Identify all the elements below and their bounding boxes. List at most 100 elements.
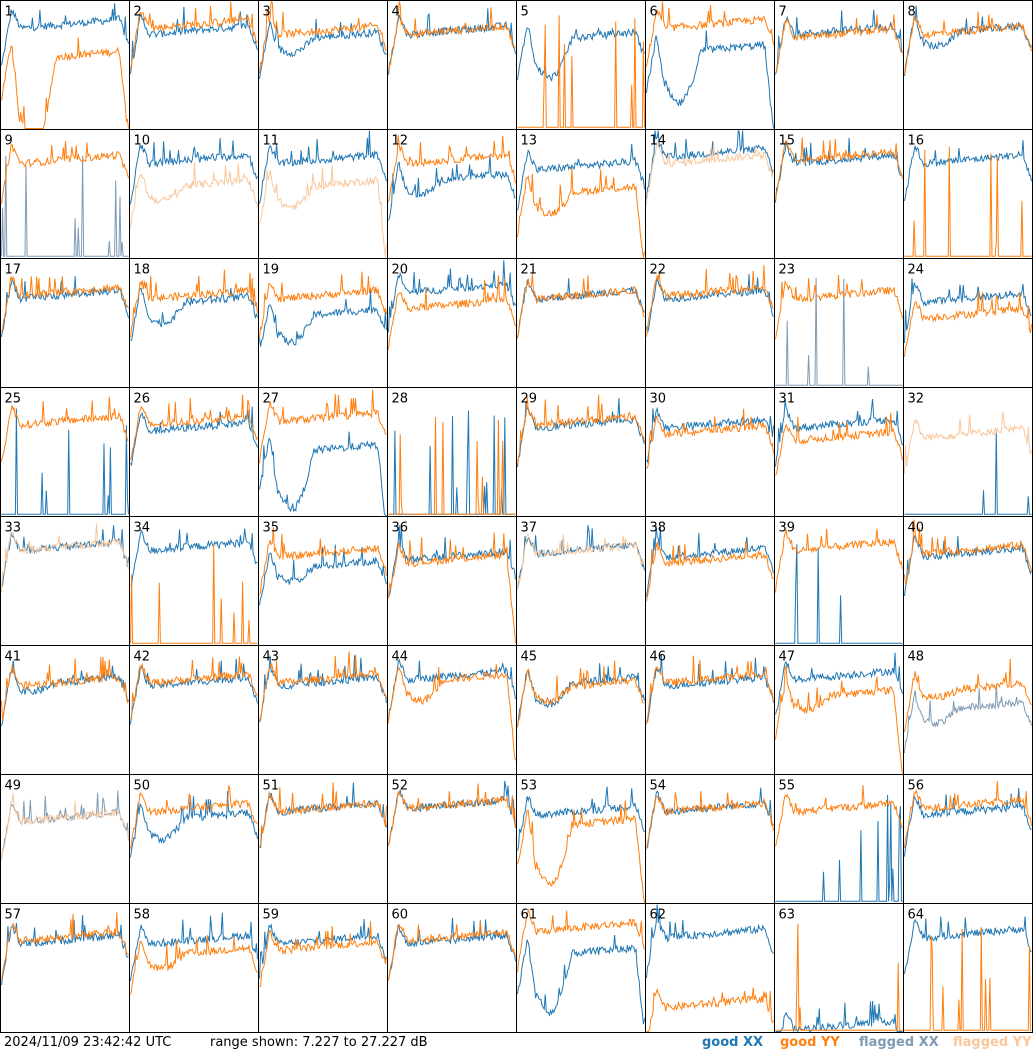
panel-frame bbox=[774, 129, 904, 259]
panel-label: 36 bbox=[392, 521, 409, 536]
panel-29: 29 bbox=[516, 387, 646, 517]
panel-label: 38 bbox=[650, 521, 667, 536]
panel-label: 35 bbox=[263, 521, 280, 536]
panel-label: 12 bbox=[392, 134, 409, 149]
panel-label: 29 bbox=[521, 392, 538, 407]
series-good-yy-line bbox=[130, 394, 258, 461]
panel-35: 35 bbox=[258, 516, 388, 646]
panel-label: 1 bbox=[5, 5, 13, 20]
series-flagged-xx-line bbox=[775, 277, 903, 386]
series-good-xx-line bbox=[646, 904, 774, 979]
panel-label: 20 bbox=[392, 263, 409, 278]
panel-frame bbox=[903, 129, 1033, 259]
panel-62: 62 bbox=[645, 903, 775, 1033]
panel-frame bbox=[387, 774, 517, 904]
panel-47: 47 bbox=[774, 645, 904, 775]
panel-41: 41 bbox=[0, 645, 130, 775]
series-good-xx-line bbox=[904, 787, 1032, 857]
panel-43: 43 bbox=[258, 645, 388, 775]
series-good-yy-line bbox=[517, 15, 645, 128]
panel-label: 7 bbox=[779, 5, 787, 20]
series-flagged-yy-line bbox=[1, 523, 129, 593]
panel-frame bbox=[903, 258, 1033, 388]
panel-frame bbox=[258, 0, 388, 130]
panel-18: 18 bbox=[129, 258, 259, 388]
panel-frame bbox=[387, 129, 517, 259]
panel-27: 27 bbox=[258, 387, 388, 517]
panel-label: 5 bbox=[521, 5, 529, 20]
timestamp: 2024/11/09 23:42:42 UTC bbox=[4, 1035, 172, 1050]
series-good-yy-line bbox=[775, 137, 903, 201]
panel-frame bbox=[903, 903, 1033, 1033]
panel-40: 40 bbox=[903, 516, 1033, 646]
footer: 2024/11/09 23:42:42 UTC range shown: 7.2… bbox=[0, 1033, 1033, 1053]
panel-frame bbox=[258, 645, 388, 775]
panel-frame bbox=[129, 903, 259, 1033]
panel-label: 37 bbox=[521, 521, 538, 536]
series-good-yy-line bbox=[517, 660, 645, 728]
panel-frame bbox=[645, 903, 775, 1033]
panel-label: 30 bbox=[650, 392, 667, 407]
panel-label: 24 bbox=[908, 263, 925, 278]
series-good-yy-line bbox=[904, 781, 1032, 849]
series-flagged-yy-line bbox=[904, 411, 1032, 474]
panel-label: 51 bbox=[263, 779, 280, 794]
panel-label: 49 bbox=[5, 779, 22, 794]
series-good-xx-line bbox=[646, 274, 774, 333]
range-text: range shown: 7.227 to 27.227 dB bbox=[210, 1035, 428, 1050]
panel-22: 22 bbox=[645, 258, 775, 388]
panel-56: 56 bbox=[903, 774, 1033, 904]
panel-frame bbox=[903, 774, 1033, 904]
series-good-xx-line bbox=[130, 528, 258, 586]
panel-label: 4 bbox=[392, 5, 400, 20]
panel-label: 62 bbox=[650, 908, 667, 923]
series-flagged-yy-line bbox=[259, 165, 387, 258]
series-flagged-yy-line bbox=[646, 141, 774, 206]
panel-label: 14 bbox=[650, 134, 667, 149]
series-good-xx-line bbox=[775, 794, 903, 902]
panel-38: 38 bbox=[645, 516, 775, 646]
panel-36: 36 bbox=[387, 516, 517, 646]
series-good-xx-line bbox=[130, 138, 258, 205]
panel-frame bbox=[387, 645, 517, 775]
series-good-xx-line bbox=[646, 30, 774, 129]
panel-frame bbox=[516, 129, 646, 259]
series-good-yy-line bbox=[775, 14, 903, 73]
series-good-xx-line bbox=[388, 658, 516, 720]
series-good-yy-line bbox=[259, 0, 387, 74]
panel-frame bbox=[129, 774, 259, 904]
panel-label: 23 bbox=[779, 263, 796, 278]
series-good-yy-line bbox=[904, 658, 1032, 733]
panel-frame bbox=[516, 387, 646, 517]
series-good-yy-line bbox=[904, 927, 1032, 1031]
panel-label: 53 bbox=[521, 779, 538, 794]
series-good-xx-line bbox=[1, 408, 129, 515]
series-good-yy-line bbox=[259, 526, 387, 595]
panel-2: 2 bbox=[129, 0, 259, 130]
series-good-yy-line bbox=[646, 265, 774, 337]
panel-48: 48 bbox=[903, 645, 1033, 775]
panel-label: 33 bbox=[5, 521, 22, 536]
panel-frame bbox=[903, 516, 1033, 646]
series-good-yy-line bbox=[775, 274, 903, 340]
panel-24: 24 bbox=[903, 258, 1033, 388]
series-good-yy-line bbox=[775, 665, 903, 774]
panel-11: 11 bbox=[258, 129, 388, 259]
panel-12: 12 bbox=[387, 129, 517, 259]
panel-frame bbox=[516, 903, 646, 1033]
panel-frame bbox=[258, 516, 388, 646]
series-good-xx-line bbox=[388, 154, 516, 221]
series-good-xx-line bbox=[775, 1000, 903, 1033]
panel-label: 39 bbox=[779, 521, 796, 536]
series-good-yy-line bbox=[1, 37, 129, 129]
panel-frame bbox=[645, 387, 775, 517]
panel-frame bbox=[774, 0, 904, 130]
series-good-xx-line bbox=[130, 406, 258, 467]
panel-label: 52 bbox=[392, 779, 409, 794]
panel-39: 39 bbox=[774, 516, 904, 646]
series-good-yy-line bbox=[1, 141, 129, 205]
panel-8: 8 bbox=[903, 0, 1033, 130]
panel-1: 1 bbox=[0, 0, 130, 130]
series-good-yy-line bbox=[130, 1, 258, 70]
panel-frame bbox=[0, 258, 130, 388]
